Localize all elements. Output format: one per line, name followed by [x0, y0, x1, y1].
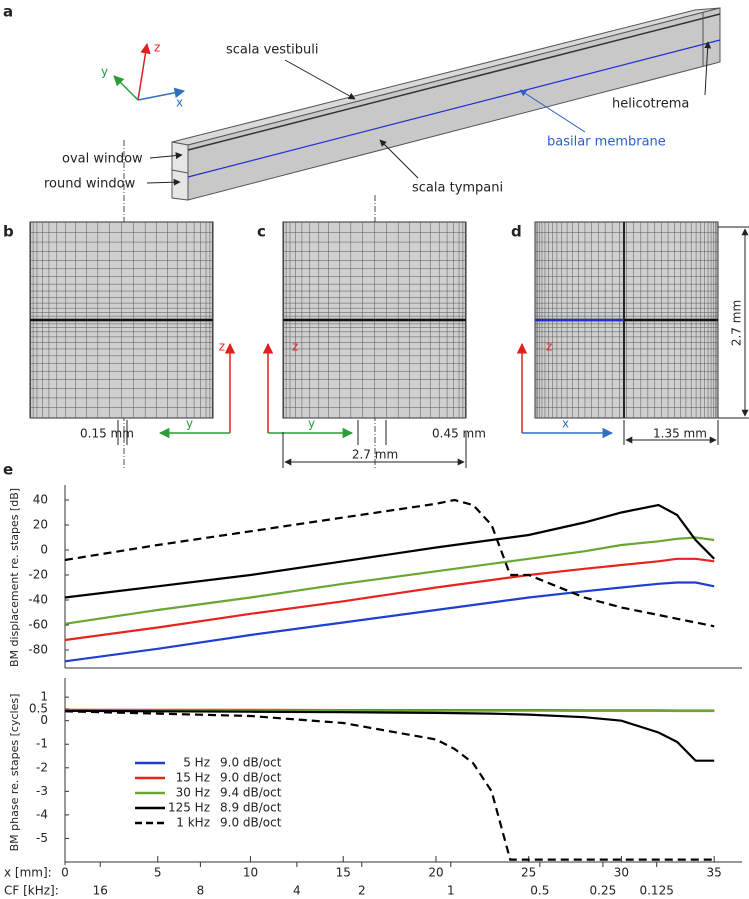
legend-label: 15 Hz	[176, 771, 210, 785]
y-tick-label: -60	[28, 618, 48, 632]
callout	[149, 152, 183, 160]
cf-tick-label: 0.125	[639, 884, 673, 898]
y-tick-label: 20	[33, 518, 48, 532]
series-line	[64, 709, 715, 762]
label: scala tympani	[412, 181, 503, 196]
y-tick-label: 1	[40, 690, 48, 704]
dim-label: 1.35 mm	[653, 427, 707, 441]
x-axis-title: x [mm]:	[4, 866, 52, 880]
box-edge	[187, 13, 721, 151]
x-tick-label: 30	[614, 866, 629, 880]
series-line	[64, 503, 715, 599]
x-tick-label: 25	[521, 866, 536, 880]
dim-label: 0.45 mm	[432, 427, 486, 441]
axis-arrow	[137, 42, 151, 101]
dim-label: 2.7 mm	[352, 448, 398, 462]
axis-label: y	[101, 65, 108, 79]
cf-axis-title: CF [kHz]:	[4, 884, 59, 898]
x-tick-label: 15	[336, 866, 351, 880]
cf-tick-label: 8	[197, 884, 205, 898]
dim-label: 0.15 mm	[80, 427, 134, 441]
callout	[704, 41, 712, 96]
y-tick-label: -2	[36, 760, 48, 774]
axis-arrow	[137, 87, 186, 101]
panel-letter: e	[3, 461, 13, 479]
legend-slope: 9.0 dB/oct	[220, 816, 282, 830]
callout	[379, 139, 419, 179]
axis-arrow	[113, 75, 139, 101]
axis-label: y	[308, 417, 315, 431]
series-line	[65, 709, 715, 713]
y-tick-label: -3	[36, 784, 48, 798]
cf-tick-label: 0.5	[530, 884, 549, 898]
basilar-membrane-line	[187, 39, 721, 178]
x-tick-label: 10	[243, 866, 258, 880]
y-axis-title: BM displacement re. stapes [dB]	[8, 488, 21, 667]
callout	[284, 59, 356, 100]
legend-label: 125 Hz	[168, 801, 210, 815]
panel-letter: d	[511, 223, 522, 241]
panel-letter: b	[3, 223, 14, 241]
y-tick-label: -4	[36, 807, 48, 821]
y-tick-label: -40	[28, 593, 48, 607]
label: round window	[44, 177, 136, 192]
cf-tick-label: 16	[93, 884, 108, 898]
legend-slope: 9.0 dB/oct	[220, 771, 282, 785]
legend-label: 1 kHz	[176, 816, 210, 830]
cf-tick-label: 0.25	[590, 884, 617, 898]
axis-label: y	[186, 417, 193, 431]
panel-letter: a	[3, 3, 13, 21]
y-tick-label: 0	[40, 713, 48, 727]
axis-label: z	[292, 340, 298, 354]
y-tick-label: -1	[36, 737, 48, 751]
legend-slope: 8.9 dB/oct	[220, 801, 282, 815]
axis-label: z	[546, 340, 552, 354]
panel-e: BM displacement re. stapes [dB] 40200-20-…	[4, 485, 742, 898]
callout	[146, 178, 181, 186]
y-tick-label: -20	[28, 568, 48, 582]
axis-label: z	[154, 41, 160, 55]
series-line	[64, 498, 715, 628]
series-line	[64, 581, 715, 663]
x-tick-label: 5	[154, 866, 162, 880]
legend-slope: 9.4 dB/oct	[220, 786, 282, 800]
series-line	[64, 536, 715, 625]
legend-label: 5 Hz	[183, 756, 210, 770]
label: oval window	[62, 152, 143, 167]
y-tick-label: -5	[36, 831, 48, 845]
cf-tick-label: 4	[293, 884, 301, 898]
axis-label: x	[562, 417, 569, 431]
label: helicotrema	[612, 97, 689, 112]
axis-label: x	[176, 96, 183, 110]
label: scala vestibuli	[226, 43, 319, 58]
panels-bcd: b c d 0.15	[3, 221, 749, 468]
panel-letter: c	[257, 223, 266, 241]
label: basilar membrane	[547, 135, 666, 150]
y-tick-label: -80	[28, 643, 48, 657]
x-tick-label: 0	[61, 866, 69, 880]
callout	[519, 89, 586, 133]
series-line	[64, 710, 715, 861]
box-divider	[171, 169, 189, 174]
legend-label: 30 Hz	[176, 786, 210, 800]
cf-tick-label: 2	[358, 884, 366, 898]
panel-a: a z y x scala vestibuli helicotrema basi…	[3, 3, 721, 470]
series-line	[64, 557, 715, 642]
cf-tick-label: 1	[447, 884, 455, 898]
x-tick-label: 20	[428, 866, 443, 880]
y-tick-label: 0	[40, 543, 48, 557]
dim-label: 2.7 mm	[730, 300, 744, 346]
axis-label: z	[219, 340, 225, 354]
y-tick-label: 0.5	[29, 701, 48, 715]
legend-slope: 9.0 dB/oct	[220, 756, 282, 770]
y-axis-title: BM phase re. stapes [cycles]	[8, 694, 21, 852]
x-tick-label: 35	[707, 866, 722, 880]
y-tick-label: 40	[33, 493, 48, 507]
